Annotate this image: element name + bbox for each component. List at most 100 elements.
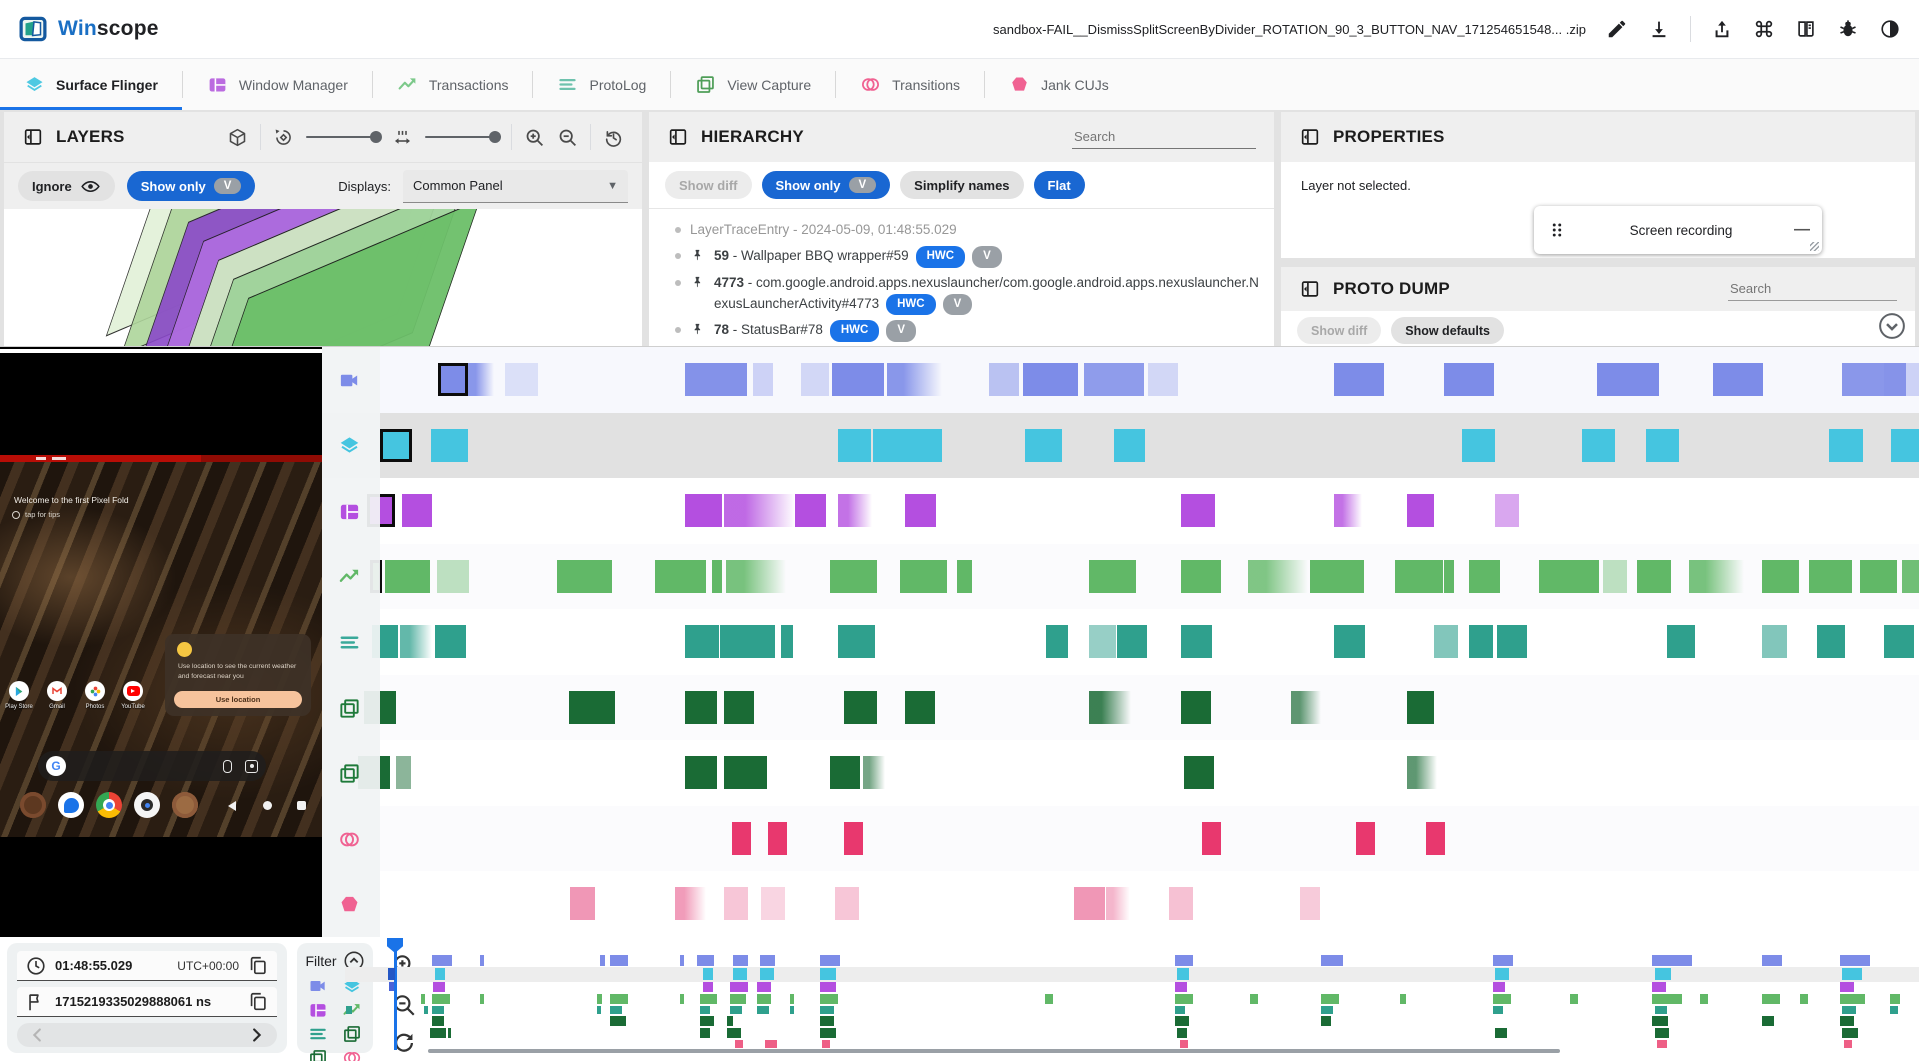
download-traces-icon[interactable] <box>1648 18 1670 40</box>
trace-entry-block[interactable] <box>989 363 1019 396</box>
trace-entry-block[interactable] <box>685 756 717 790</box>
trace-entry-block[interactable] <box>1884 625 1914 659</box>
tab-transitions[interactable]: Transitions <box>836 59 984 110</box>
show-defaults-button[interactable]: Show defaults <box>1391 317 1504 344</box>
copy-icon[interactable] <box>247 955 269 977</box>
trace-entry-block[interactable] <box>724 690 754 724</box>
trace-entry-block[interactable] <box>1762 625 1787 659</box>
trace-entry-block[interactable] <box>1809 559 1852 593</box>
trace-entry-block[interactable] <box>887 363 942 396</box>
trace-entry-block[interactable] <box>1407 494 1434 528</box>
trace-entry-block[interactable] <box>1689 559 1744 593</box>
trace-entry-block[interactable] <box>1469 625 1493 659</box>
trace-entry-block[interactable] <box>438 363 468 396</box>
trace-entry-block[interactable] <box>1117 625 1147 659</box>
trace-entry-block[interactable] <box>1300 887 1320 921</box>
drag-handle-icon[interactable] <box>1546 219 1568 241</box>
protolog-filter-icon[interactable] <box>306 1024 330 1044</box>
trace-entry-block[interactable] <box>1089 559 1136 593</box>
trace-entry-block[interactable] <box>795 494 826 528</box>
trace-entry-block[interactable] <box>863 756 885 790</box>
trace-entry-block[interactable] <box>1597 363 1659 396</box>
trace-entry-block[interactable] <box>1407 690 1434 724</box>
screen-recording-card[interactable]: Screen recording — <box>1534 206 1822 254</box>
trace-entry-block[interactable] <box>957 559 972 593</box>
proto-dump-search-input[interactable] <box>1728 277 1897 301</box>
trace-entry-block[interactable] <box>1181 625 1212 659</box>
timeline-scrollbar[interactable] <box>428 1049 1560 1053</box>
trace-entry-block[interactable] <box>380 428 412 462</box>
videocam-filter-icon[interactable] <box>306 976 330 996</box>
trace-entry-block[interactable] <box>1169 887 1193 921</box>
rotation-slider[interactable] <box>306 131 382 143</box>
pin-icon[interactable] <box>690 322 705 337</box>
trace-entry-block[interactable] <box>400 625 432 659</box>
trace-entry-block[interactable] <box>1860 559 1897 593</box>
trace-entry-block[interactable] <box>1334 494 1362 528</box>
3d-view-icon[interactable] <box>227 127 248 148</box>
viewcapture-filter-icon[interactable] <box>306 1048 330 1061</box>
trace-entry-block[interactable] <box>724 756 767 790</box>
trace-entry-block[interactable] <box>570 887 595 921</box>
trace-entry-block[interactable] <box>1023 363 1078 396</box>
trace-entry-block[interactable] <box>726 559 786 593</box>
trace-entry-block[interactable] <box>753 363 773 396</box>
reset-view-icon[interactable] <box>603 127 624 148</box>
trace-entry-block[interactable] <box>1181 494 1215 528</box>
minimize-button[interactable]: — <box>1794 221 1810 238</box>
trace-entry-block[interactable] <box>1074 887 1105 921</box>
trace-entry-block[interactable] <box>1495 494 1519 528</box>
trace-entry-block[interactable] <box>1762 559 1799 593</box>
trace-entry-block[interactable] <box>1713 363 1763 396</box>
trace-entry-block[interactable] <box>905 494 936 528</box>
simplify-names-button[interactable]: Simplify names <box>900 171 1024 199</box>
next-entry-button[interactable] <box>245 1024 267 1046</box>
trace-entry-block[interactable] <box>1469 559 1500 593</box>
trace-entry-block[interactable] <box>685 494 722 528</box>
trace-entry-block[interactable] <box>1114 428 1145 462</box>
trace-entry-block[interactable] <box>1444 559 1454 593</box>
tab-surface-flinger[interactable]: Surface Flinger <box>0 59 182 111</box>
trace-entry-block[interactable] <box>832 363 884 396</box>
human-timestamp[interactable]: 01:48:55.029 <box>55 958 133 973</box>
trace-entry-block[interactable] <box>1106 887 1130 921</box>
trace-entry-block[interactable] <box>1025 428 1062 462</box>
trace-entry-block[interactable] <box>1817 625 1845 659</box>
trace-entry-block[interactable] <box>1539 559 1599 593</box>
layers-3d-view[interactable] <box>4 209 642 346</box>
hierarchy-node[interactable]: 59 - Wallpaper BBQ wrapper#59 HWC V <box>675 245 1260 268</box>
trace-entry-block[interactable] <box>685 690 717 724</box>
ignore-visibility-button[interactable]: Ignore <box>18 171 115 201</box>
trace-entry-block[interactable] <box>844 690 877 724</box>
zoom-in-icon[interactable] <box>524 127 545 148</box>
hierarchy-node[interactable]: 4773 - com.google.android.apps.nexuslaun… <box>675 273 1260 316</box>
trace-entry-block[interactable] <box>830 756 860 790</box>
trace-entry-block[interactable] <box>1842 363 1906 396</box>
trace-entry-block[interactable] <box>838 625 875 659</box>
trace-entry-block[interactable] <box>1291 690 1321 724</box>
flat-button[interactable]: Flat <box>1033 171 1085 199</box>
dark-mode-toggle-icon[interactable] <box>1879 18 1901 40</box>
trace-entry-block[interactable] <box>675 887 706 921</box>
timeline-cursor-line[interactable] <box>394 942 397 1050</box>
trace-entry-block[interactable] <box>1181 690 1211 724</box>
rotation-icon[interactable] <box>273 127 294 148</box>
trace-entry-block[interactable] <box>685 363 747 396</box>
tab-jank-cujs[interactable]: Jank CUJs <box>985 59 1133 110</box>
previous-entry-button[interactable] <box>27 1024 49 1046</box>
show-only-visible-button[interactable]: Show only V <box>761 171 891 199</box>
trace-entry-block[interactable] <box>1426 821 1445 855</box>
trace-entry-block[interactable] <box>1637 559 1671 593</box>
trace-entry-block[interactable] <box>1582 428 1615 462</box>
trace-entry-block[interactable] <box>835 887 859 921</box>
trace-entry-block[interactable] <box>655 559 706 593</box>
trace-entry-block[interactable] <box>781 625 793 659</box>
report-bug-icon[interactable] <box>1837 18 1859 40</box>
tab-window-manager[interactable]: Window Manager <box>183 59 372 110</box>
hierarchy-search-input[interactable] <box>1072 125 1256 149</box>
trace-entry-block[interactable] <box>505 363 538 396</box>
mini-timeline[interactable] <box>345 938 1919 1056</box>
trace-entry-block[interactable] <box>724 494 795 528</box>
trace-entry-block[interactable] <box>1891 428 1919 462</box>
trace-entry-block[interactable] <box>1089 625 1116 659</box>
